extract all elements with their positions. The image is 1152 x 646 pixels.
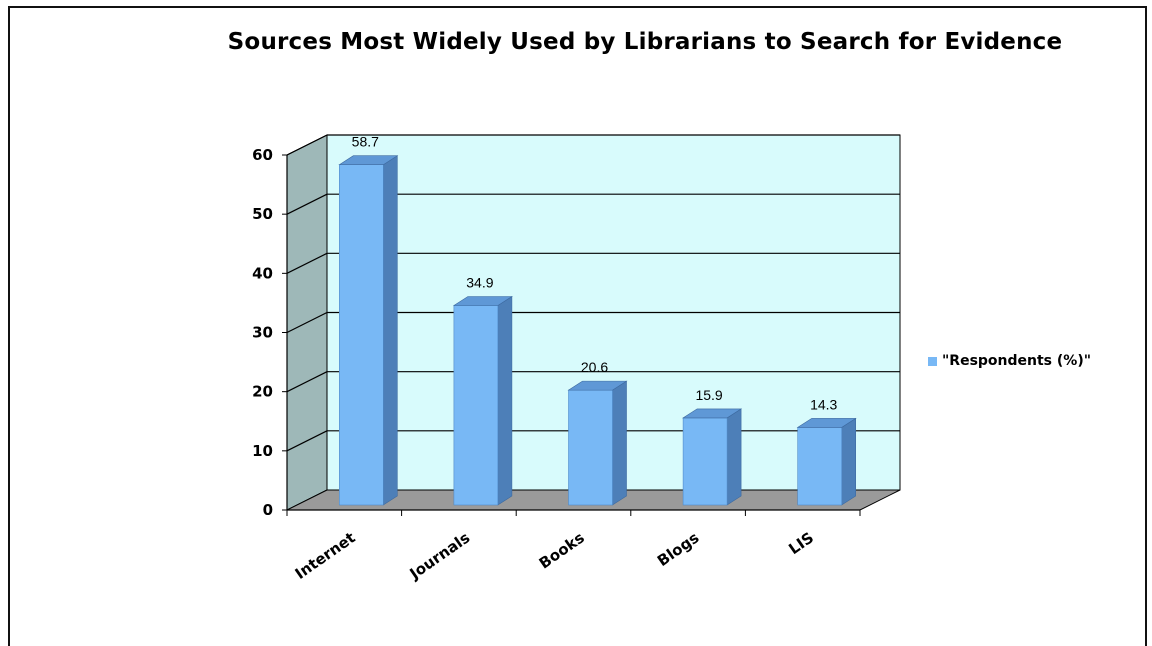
gridline-side (286, 134, 328, 156)
bar-top (567, 380, 628, 391)
bar-front (338, 164, 384, 506)
gridline-side (286, 430, 328, 452)
chart-frame (8, 6, 1147, 646)
y-tick-label: 0 (263, 501, 273, 519)
bar-front (568, 389, 613, 506)
y-tick-label: 60 (252, 146, 273, 164)
gridline-side (286, 193, 328, 215)
chart-plot: 0 10 20 30 40 50 60 58.7 Internet 34.9 Journals 20.… (252, 134, 901, 583)
legend-label: "Respondents (%)" (942, 353, 1092, 369)
bar-side (612, 380, 627, 506)
bar (452, 295, 513, 506)
data-label: 34.9 (466, 275, 493, 291)
bar-top (338, 155, 399, 165)
bar (567, 380, 628, 506)
chart-gridlines (286, 134, 900, 452)
bar-top (452, 296, 513, 306)
y-tick-label: 50 (252, 205, 273, 223)
chart-axes (282, 154, 861, 516)
bar (338, 155, 399, 506)
chart-bars (338, 155, 857, 506)
x-tick-label: Books (536, 528, 588, 572)
bar-side (841, 417, 857, 506)
bar (796, 417, 857, 506)
bar-side (726, 408, 742, 506)
chart-title: Sources Most Widely Used by Librarians t… (227, 29, 1063, 55)
x-tick-label: Journals (406, 528, 474, 583)
bar-front (453, 305, 499, 506)
bar-front (797, 427, 843, 506)
x-tick-label: Blogs (654, 528, 703, 569)
legend-swatch (928, 357, 937, 366)
x-tick-label: LIS (785, 529, 817, 559)
bar-side (382, 155, 398, 506)
bar (682, 408, 743, 506)
bar-front (682, 417, 728, 506)
y-tick-label: 30 (252, 324, 273, 342)
gridline-side (286, 252, 328, 274)
y-tick-label: 20 (252, 383, 273, 401)
data-label: 14.3 (810, 396, 837, 412)
data-label: 20.6 (581, 359, 608, 375)
data-label: 58.7 (352, 134, 379, 150)
y-tick-label: 10 (252, 442, 273, 460)
bar-top (796, 418, 857, 428)
gridline-side (286, 311, 328, 334)
bar-side (497, 295, 513, 506)
data-label: 15.9 (695, 387, 722, 403)
bar-top (682, 408, 743, 419)
y-tick-label: 40 (252, 264, 273, 282)
x-tick-label: Internet (292, 529, 359, 583)
gridline-side (286, 371, 328, 393)
